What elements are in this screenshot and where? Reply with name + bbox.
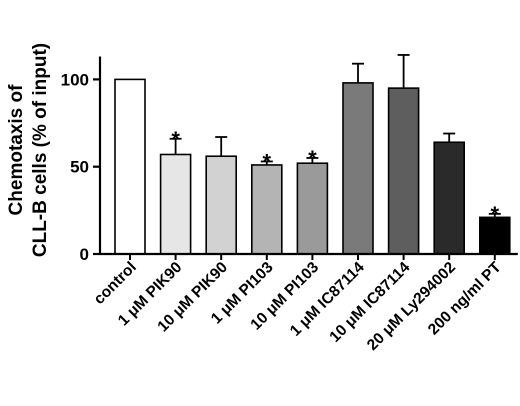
significance-marker: * — [263, 149, 272, 174]
significance-marker: * — [491, 202, 500, 227]
y-tick-label: 100 — [61, 70, 89, 89]
y-axis-title-line-2: CLL-B cells (% of input) — [30, 43, 51, 257]
bar — [296, 162, 329, 255]
bar — [114, 78, 146, 255]
bar — [342, 82, 374, 255]
bar — [387, 87, 420, 255]
y-axis-title-line-1: Chemotaxis of — [6, 84, 27, 216]
bar — [159, 153, 192, 255]
bar — [433, 141, 466, 255]
x-tick-label: 10 μM IC87114 — [326, 259, 413, 346]
significance-marker: * — [308, 146, 317, 171]
y-tick-label: 0 — [80, 245, 89, 264]
bar — [205, 155, 237, 255]
bar — [251, 164, 283, 255]
y-axis-title: Chemotaxis of CLL-B cells (% of input) — [6, 43, 51, 257]
significance-marker: * — [171, 127, 180, 152]
y-tick-label: 50 — [70, 158, 89, 177]
y-axis: 0 50 100 — [61, 56, 102, 264]
bars: * * * * — [114, 54, 511, 255]
